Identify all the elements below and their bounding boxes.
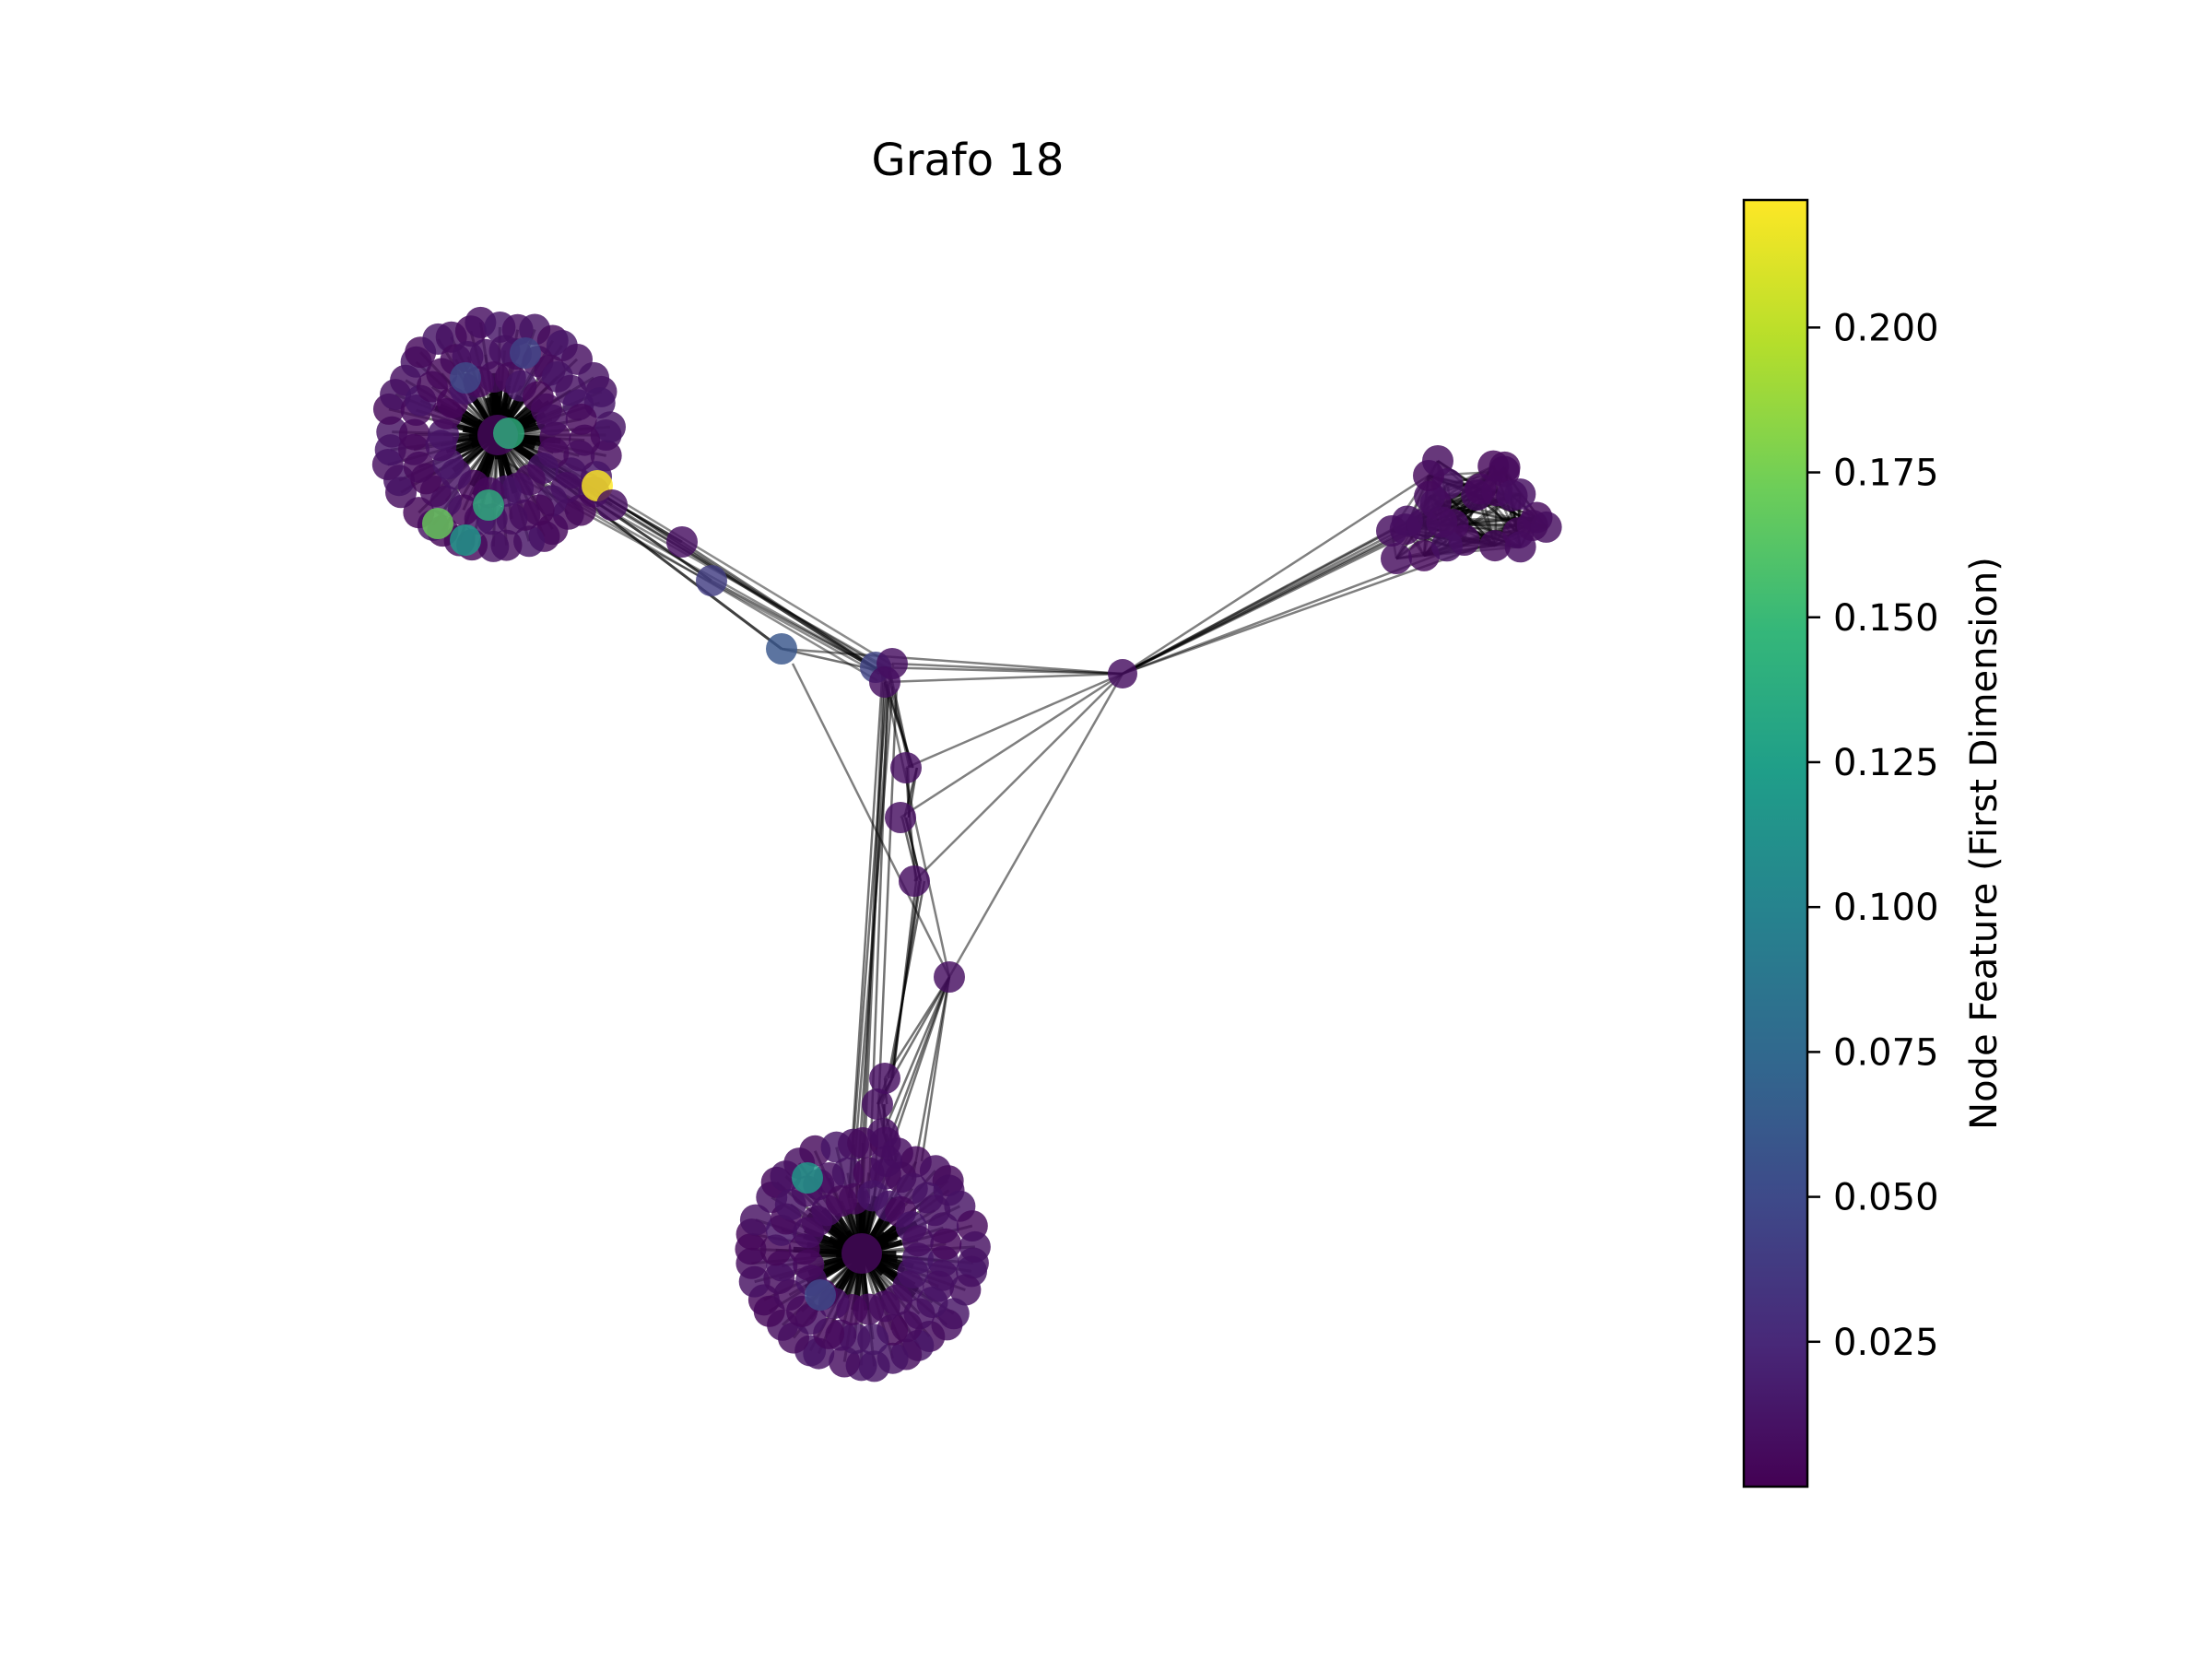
graph-node	[398, 418, 430, 451]
colorbar-tick-label: 0.175	[1833, 453, 1939, 495]
colorbar-tick-label: 0.075	[1833, 1031, 1939, 1074]
graph-node	[1422, 445, 1453, 477]
colorbar-tick-label: 0.050	[1833, 1177, 1939, 1219]
graph-node	[422, 508, 453, 539]
graph-edge	[905, 672, 1124, 770]
graph-nodes	[371, 306, 1562, 1382]
graph-node	[596, 489, 628, 521]
graph-node	[885, 802, 916, 833]
graph-edge	[1122, 529, 1393, 676]
graph-node	[869, 666, 900, 698]
graph-node	[934, 961, 965, 993]
graph-edge	[1122, 474, 1430, 676]
graph-edge	[611, 503, 881, 673]
graph-node	[959, 1230, 991, 1263]
graph-node	[1488, 455, 1521, 488]
graph-node	[1516, 510, 1548, 542]
graph-node	[1108, 659, 1137, 688]
colorbar-ticks: 0.025 0.050 0.075 0.100 0.125 0.150 0.175 0.200	[1807, 307, 1939, 1364]
graph-node	[899, 865, 930, 897]
colorbar-gradient	[1742, 198, 1809, 1488]
graph-node	[829, 1346, 861, 1378]
graph-node	[696, 565, 727, 596]
graph-node	[1426, 506, 1458, 538]
colorbar-tick-label: 0.025	[1833, 1322, 1939, 1364]
graph-node	[1430, 530, 1463, 562]
colorbar-tick-label: 0.150	[1833, 597, 1939, 640]
graph-edge	[884, 672, 1124, 684]
graph-node	[766, 633, 797, 665]
graph-node	[450, 362, 481, 394]
graph-edge	[913, 673, 1124, 882]
graph-node	[890, 752, 922, 783]
colorbar-tick-label: 0.200	[1833, 307, 1939, 349]
graph-node	[805, 1279, 836, 1311]
colorbar: 0.025 0.050 0.075 0.100 0.125 0.150 0.175 0.200…	[1742, 198, 2006, 1488]
graph-edge	[791, 663, 951, 978]
graph-node	[869, 1063, 900, 1094]
graph-edge	[781, 647, 1124, 676]
graph-node	[450, 524, 481, 556]
graph-node	[902, 1225, 935, 1257]
graph-node	[867, 1118, 899, 1149]
colorbar-label: Node Feature (First Dimension)	[1963, 557, 2006, 1130]
graph-edge	[711, 579, 881, 673]
graph-node	[739, 1204, 771, 1236]
colorbar-tick-label: 0.125	[1833, 742, 1939, 784]
graph-node	[1479, 530, 1512, 562]
graph-edge	[920, 976, 951, 1162]
graph-edge	[891, 662, 1124, 676]
graph-edge	[847, 676, 884, 1199]
graph-edge	[681, 540, 881, 673]
graph-node	[841, 1233, 882, 1274]
graph-node	[510, 337, 541, 369]
graph-edge	[891, 880, 918, 1079]
graph-node	[1376, 515, 1407, 547]
graph-node	[930, 1228, 962, 1260]
colorbar-tick-label: 0.100	[1833, 887, 1939, 929]
graph-node	[1496, 479, 1528, 512]
graph-node	[871, 1146, 902, 1177]
graph-node	[949, 1274, 982, 1306]
graph-node	[1465, 473, 1497, 505]
graph-node	[594, 411, 626, 443]
graph-edge	[900, 672, 1124, 819]
graph-node	[862, 1088, 893, 1120]
graph-node	[473, 489, 504, 521]
graph-node	[792, 1162, 823, 1194]
graph-node	[565, 403, 597, 435]
graph-edge	[881, 976, 951, 1135]
graph-node	[493, 418, 524, 449]
graph-title: Grafo 18	[871, 135, 1065, 186]
graph-node	[535, 404, 568, 436]
graph-edge	[947, 673, 1124, 978]
graph-node	[666, 526, 698, 558]
graph-node	[1381, 543, 1412, 574]
